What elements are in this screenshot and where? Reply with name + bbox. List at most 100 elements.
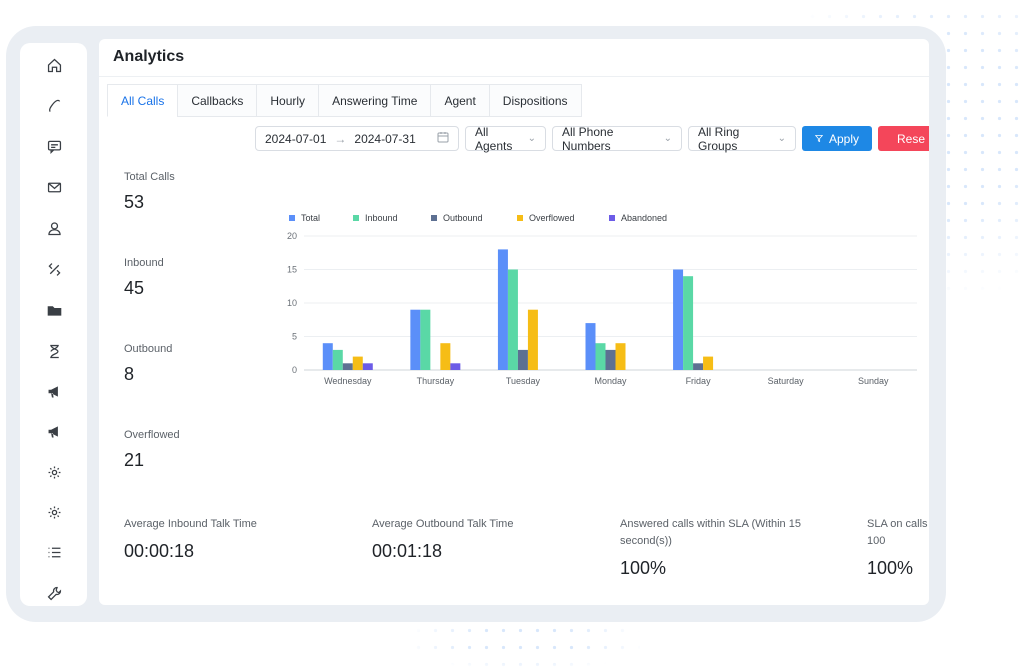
bar — [517, 349, 528, 370]
metric-avg-inbound-value: 00:00:18 — [124, 541, 195, 561]
stat-overflowed: Overflowed 21 — [124, 429, 180, 471]
reset-button[interactable]: Rese — [878, 126, 929, 151]
stat-outbound-value: 8 — [124, 364, 135, 384]
sidebar-megaphone-icon[interactable] — [40, 377, 68, 405]
bar — [595, 343, 606, 370]
legend-swatch — [289, 215, 295, 221]
metric-avg-inbound-talk-time: Average Inbound Talk Time 00:00:18 — [124, 516, 324, 562]
legend-swatch — [353, 215, 359, 221]
metric-answered-within-sla-label: Answered calls within SLA (Within 15 sec… — [620, 518, 801, 547]
x-tick-label: Sunday — [858, 376, 889, 386]
bar — [693, 363, 704, 370]
calendar-icon — [437, 131, 449, 146]
sidebar-message-icon[interactable] — [40, 132, 68, 160]
metric-avg-outbound-label: Average Outbound Talk Time — [372, 518, 514, 530]
y-tick-label: 10 — [287, 298, 297, 308]
x-tick-label: Friday — [686, 376, 712, 386]
tab-callbacks[interactable]: Callbacks — [177, 84, 257, 117]
date-range-picker[interactable]: 2024-07-01 → 2024-07-31 — [255, 126, 459, 151]
page-title: Analytics — [113, 48, 185, 65]
tab-all-calls[interactable]: All Calls — [107, 84, 178, 117]
filter-icon — [815, 135, 823, 143]
apply-button[interactable]: Apply — [802, 126, 872, 151]
agents-select[interactable]: All Agents ⌄ — [465, 124, 546, 153]
sidebar-campaign-icon[interactable] — [40, 417, 68, 445]
sidebar-settings-icon[interactable] — [40, 458, 68, 486]
y-tick-label: 5 — [292, 332, 297, 342]
legend-label: Abandoned — [621, 213, 667, 223]
stat-outbound: Outbound 8 — [124, 343, 172, 385]
legend-swatch — [609, 215, 615, 221]
stat-overflowed-value: 21 — [124, 450, 145, 470]
bar — [507, 269, 518, 370]
sidebar-hourglass-icon[interactable] — [40, 337, 68, 365]
x-tick-label: Thursday — [417, 376, 455, 386]
bar — [450, 363, 461, 370]
bar — [605, 349, 616, 370]
sidebar-folder-icon[interactable] — [40, 296, 68, 324]
agents-select-value: All Agents — [475, 124, 513, 153]
legend-swatch — [517, 215, 523, 221]
sidebar-list-icon[interactable] — [40, 538, 68, 566]
chevron-down-icon: ⌄ — [777, 133, 786, 144]
bar — [703, 356, 714, 370]
bar — [497, 249, 508, 370]
apply-button-label: Apply — [828, 131, 859, 146]
stat-inbound-label: Inbound — [124, 257, 164, 269]
bar — [683, 276, 694, 370]
tab-agent[interactable]: Agent — [430, 84, 489, 117]
metric-answered-within-sla-value: 100% — [620, 558, 667, 578]
metric-answered-within-sla: Answered calls within SLA (Within 15 sec… — [620, 516, 820, 579]
x-tick-label: Tuesday — [506, 376, 541, 386]
bar — [615, 343, 626, 370]
title-divider — [99, 76, 929, 77]
sidebar-mail-icon[interactable] — [40, 173, 68, 201]
tab-bar: All Calls Callbacks Hourly Answering Tim… — [107, 84, 582, 117]
date-end: 2024-07-31 — [354, 131, 416, 146]
ring-groups-select[interactable]: All Ring Groups ⌄ — [688, 124, 796, 153]
sidebar-gear-icon[interactable] — [40, 498, 68, 526]
metric-avg-inbound-label: Average Inbound Talk Time — [124, 518, 257, 530]
metric-sla-on-calls: SLA on calls answer: 100 100% — [867, 516, 929, 579]
tab-answering-time[interactable]: Answering Time — [318, 84, 431, 117]
x-tick-label: Saturday — [768, 376, 805, 386]
main-panel: Analytics All Calls Callbacks Hourly Ans… — [99, 39, 929, 605]
metric-avg-outbound-talk-time: Average Outbound Talk Time 00:01:18 — [372, 516, 572, 562]
stat-total-calls-value: 53 — [124, 192, 145, 212]
x-tick-label: Wednesday — [324, 376, 372, 386]
legend-label: Total — [301, 213, 320, 223]
metric-sla-on-calls-value: 100% — [867, 558, 914, 578]
ring-groups-select-value: All Ring Groups — [698, 124, 740, 153]
sidebar-home-icon[interactable] — [40, 51, 68, 79]
tab-hourly[interactable]: Hourly — [256, 84, 319, 117]
sidebar-phone-icon[interactable] — [40, 92, 68, 120]
y-tick-label: 0 — [292, 365, 297, 375]
stat-inbound-value: 45 — [124, 278, 145, 298]
calls-bar-chart: 0 5 10 15 20 Total Inbound Outbound Overflowed Ab… — [287, 213, 917, 386]
arrow-right-icon: → — [334, 131, 347, 146]
chevron-down-icon: ⌄ — [663, 133, 672, 144]
bar — [673, 269, 684, 370]
bar — [342, 363, 353, 370]
stat-outbound-label: Outbound — [124, 343, 173, 355]
sidebar-user-icon[interactable] — [40, 214, 68, 242]
decorative-dots-bottom — [410, 622, 640, 670]
stat-inbound: Inbound 45 — [124, 257, 164, 299]
bar — [362, 363, 373, 370]
date-start: 2024-07-01 — [265, 131, 327, 146]
metric-avg-outbound-value: 00:01:18 — [372, 541, 443, 561]
y-tick-label: 20 — [287, 231, 297, 241]
tab-dispositions[interactable]: Dispositions — [488, 84, 582, 117]
sidebar-tools-icon[interactable] — [40, 255, 68, 283]
stat-total-calls: Total Calls 53 — [124, 171, 175, 213]
legend-label: Overflowed — [529, 213, 575, 223]
sidebar — [20, 43, 87, 606]
phone-numbers-select-value: All Phone Numbers — [562, 124, 614, 153]
sidebar-wrench-icon[interactable] — [40, 579, 68, 607]
bar — [420, 309, 431, 370]
stat-overflowed-label: Overflowed — [124, 429, 180, 441]
phone-numbers-select[interactable]: All Phone Numbers ⌄ — [552, 124, 682, 153]
bar — [585, 323, 596, 370]
reset-button-label: Rese — [897, 131, 926, 146]
